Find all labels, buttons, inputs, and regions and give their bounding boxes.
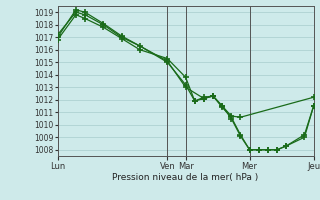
X-axis label: Pression niveau de la mer( hPa ): Pression niveau de la mer( hPa ) xyxy=(112,173,259,182)
